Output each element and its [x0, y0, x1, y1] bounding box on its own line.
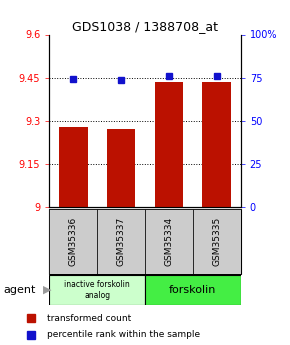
Text: percentile rank within the sample: percentile rank within the sample — [47, 330, 200, 339]
Text: GSM35336: GSM35336 — [69, 217, 78, 266]
Text: transformed count: transformed count — [47, 314, 131, 323]
Bar — [155, 82, 183, 207]
Text: GSM35334: GSM35334 — [164, 217, 173, 266]
Text: ▶: ▶ — [43, 285, 51, 295]
Bar — [49, 209, 97, 274]
Bar — [193, 209, 241, 274]
Bar — [202, 82, 231, 207]
Bar — [145, 275, 241, 305]
Text: GSM35335: GSM35335 — [212, 217, 221, 266]
Text: inactive forskolin
analog: inactive forskolin analog — [64, 280, 130, 300]
Text: agent: agent — [3, 285, 35, 295]
Text: GSM35337: GSM35337 — [117, 217, 126, 266]
Bar — [145, 209, 193, 274]
Bar — [97, 209, 145, 274]
Bar — [107, 129, 135, 207]
Text: forskolin: forskolin — [169, 285, 217, 295]
Title: GDS1038 / 1388708_at: GDS1038 / 1388708_at — [72, 20, 218, 33]
Bar — [59, 127, 88, 207]
Bar — [49, 275, 145, 305]
